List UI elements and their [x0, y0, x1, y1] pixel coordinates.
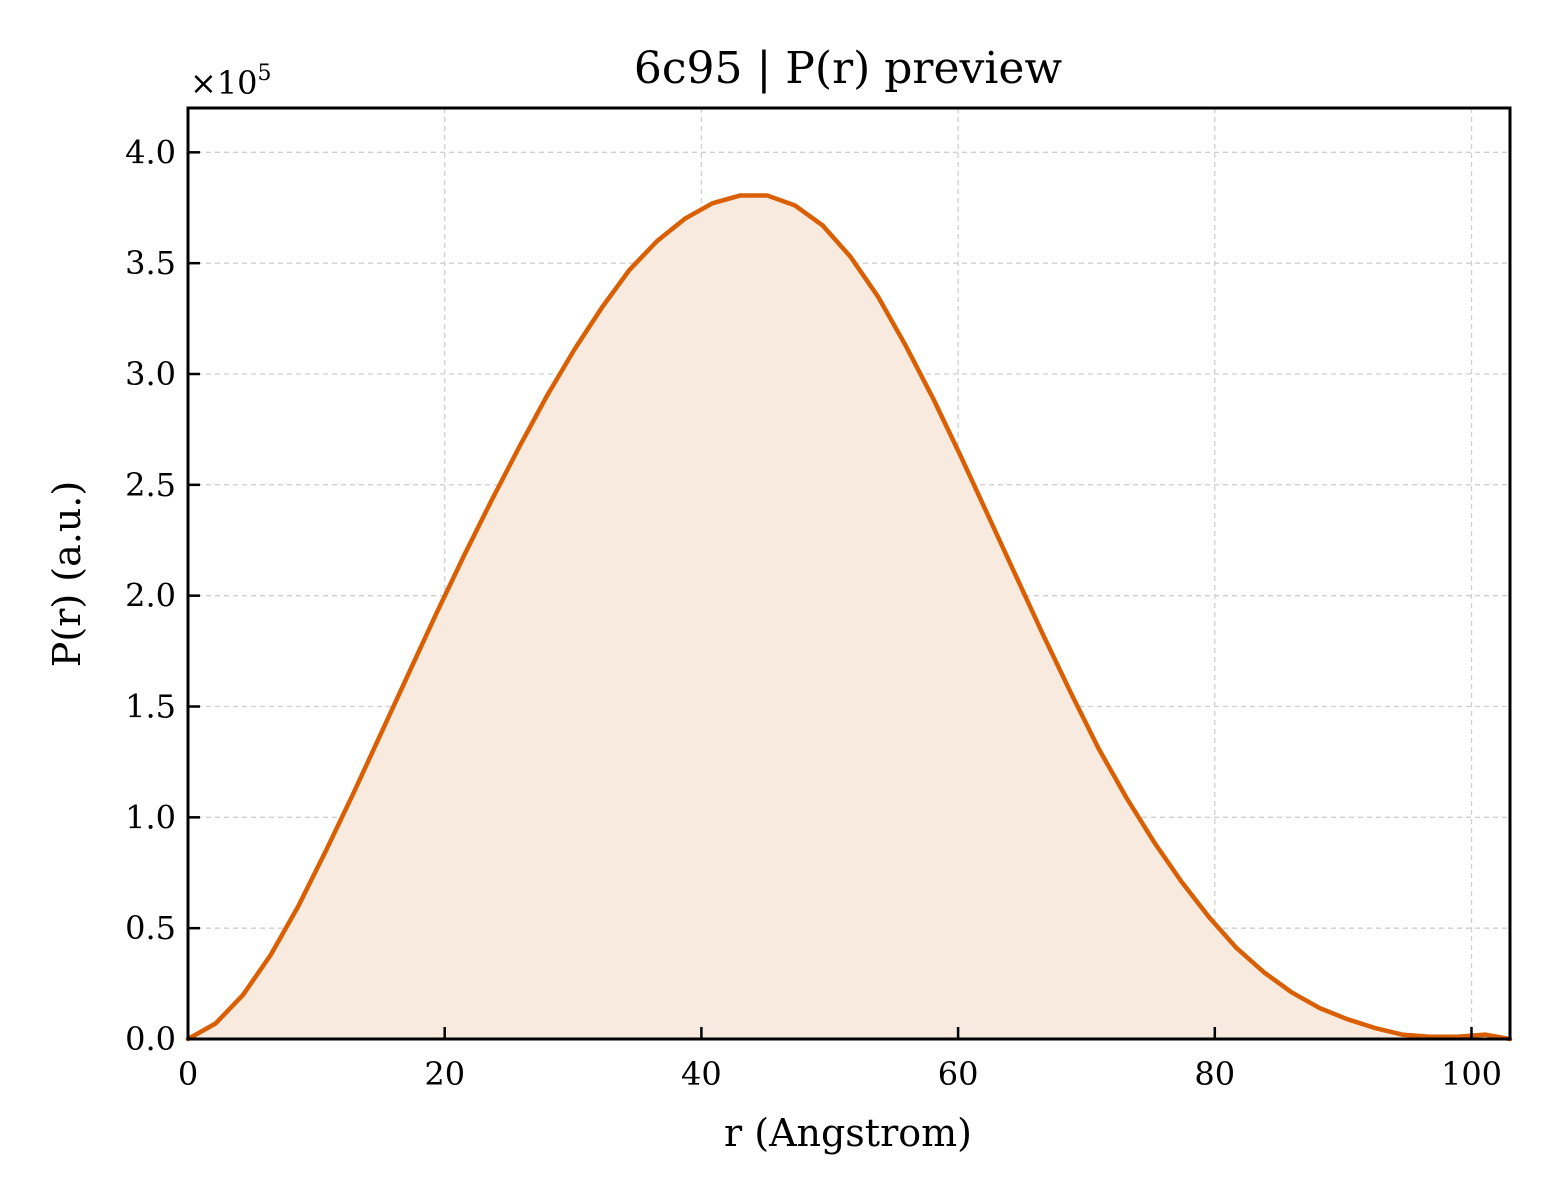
- y-tick-label: 2.0: [125, 577, 176, 615]
- x-tick-label: 60: [938, 1055, 979, 1093]
- x-tick-label: 20: [424, 1055, 465, 1093]
- y-tick-label: 0.0: [125, 1020, 176, 1058]
- y-axis-label: P(r) (a.u.): [45, 481, 89, 667]
- y-tick-label: 2.5: [125, 466, 176, 504]
- x-axis-label: r (Angstrom): [724, 1111, 972, 1155]
- y-tick-label: 0.5: [125, 909, 176, 947]
- y-tick-label: 3.0: [125, 355, 176, 393]
- y-offset-label: ×105: [190, 61, 272, 102]
- y-tick-label: 3.5: [125, 244, 176, 282]
- x-tick-label: 100: [1441, 1055, 1502, 1093]
- area-fill: [188, 195, 1510, 1039]
- series-line: [185, 193, 1513, 1042]
- ticks: 0 20 40 60 80 100 0.0 0.5 1.0 1.5 2.0 2.5 3.0 3.5 4.0: [125, 133, 1502, 1093]
- axes-frame: [186, 106, 1512, 1041]
- y-tick-label: 1.0: [125, 798, 176, 836]
- plot-area: [185, 193, 1513, 1042]
- y-tick-label: 1.5: [125, 688, 176, 726]
- chart-title: 6c95 | P(r) preview: [634, 43, 1063, 94]
- y-tick-label: 4.0: [125, 133, 176, 171]
- x-tick-label: 40: [681, 1055, 722, 1093]
- x-tick-label: 0: [178, 1055, 198, 1093]
- x-tick-label: 80: [1194, 1055, 1235, 1093]
